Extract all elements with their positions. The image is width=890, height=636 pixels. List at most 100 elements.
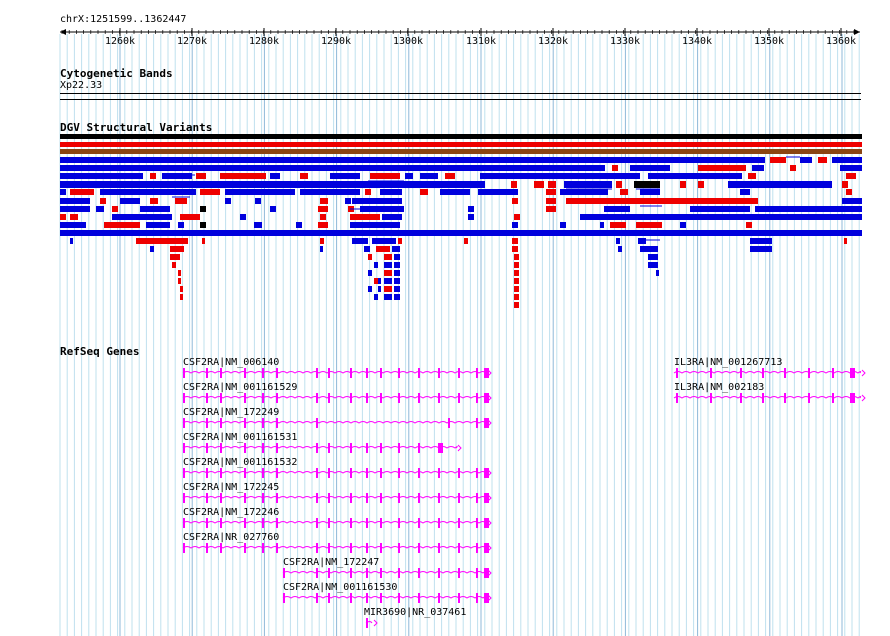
dgv-variant (560, 189, 608, 195)
gene-exon (350, 593, 352, 603)
dgv-variant (480, 173, 640, 179)
gene-label[interactable]: CSF2RA|NM_006140 (183, 357, 280, 368)
gene-exon (398, 393, 400, 403)
gene-exon (366, 593, 368, 603)
dgv-variant (180, 294, 183, 300)
dgv-variant (368, 254, 372, 260)
dgv-variant (534, 181, 544, 188)
dgv-variant (60, 173, 143, 179)
dgv-variant (560, 222, 566, 228)
dgv-variant (840, 165, 862, 171)
gene-intron (182, 396, 487, 399)
gene-exon (262, 393, 264, 403)
gene-exon (316, 543, 318, 553)
dgv-variant (638, 238, 646, 244)
dgv-variant (140, 206, 170, 212)
dgv-variant (548, 181, 556, 188)
gene-label[interactable]: CSF2RA|NM_172249 (183, 407, 280, 418)
gene-exon (438, 568, 440, 578)
dgv-variant (150, 173, 156, 179)
dgv-variant (420, 173, 438, 179)
gene-label[interactable]: CSF2RA|NM_172245 (183, 482, 280, 493)
gene-label[interactable]: CSF2RA|NM_001161531 (183, 432, 298, 443)
dgv-variant (640, 246, 658, 252)
gene-exon (206, 468, 208, 478)
dgv-variant (100, 198, 106, 204)
gene-label[interactable]: IL3RA|NM_002183 (674, 382, 765, 393)
dgv-variant (60, 149, 862, 154)
gene-label[interactable]: CSF2RA|NM_001161530 (283, 582, 398, 593)
gene-exon (398, 518, 400, 528)
gene-label[interactable]: CSF2RA|NR_027760 (183, 532, 280, 543)
ruler-scale[interactable]: 1260k 1270k 1280k 1290k 1300k 1310k 1320k 1330k… (0, 24, 890, 52)
cytoband-track-title: Cytogenetic Bands (60, 67, 173, 80)
gene-glyph (182, 418, 492, 428)
gene-exon (366, 493, 368, 503)
gene-exon (458, 568, 460, 578)
gene-glyph (182, 518, 492, 528)
gene-exon (183, 468, 185, 478)
gene-label[interactable]: MIR3690|NR_037461 (364, 607, 467, 618)
gene-exon (808, 368, 810, 378)
dgv-variant (352, 198, 402, 204)
dgv-variant (318, 206, 328, 212)
dgv-variant (698, 181, 704, 188)
gene-exon (484, 418, 489, 428)
dgv-variant (680, 222, 686, 228)
gene-label[interactable]: IL3RA|NM_001267713 (674, 357, 783, 368)
ruler-tick-label: 1350k (754, 36, 784, 47)
gene-exon (328, 443, 330, 453)
gene-exon (220, 543, 222, 553)
dgv-variant (70, 189, 94, 195)
gene-exon (276, 443, 278, 453)
gene-exon (476, 468, 478, 478)
dgv-variant (382, 214, 402, 220)
gene-label[interactable]: CSF2RA|NM_001161532 (183, 457, 298, 468)
gene-exon (244, 493, 246, 503)
gene-exon (476, 418, 478, 428)
dgv-variant (468, 214, 474, 220)
ruler-tick-label: 1260k (105, 36, 135, 47)
refseq-track-title: RefSeq Genes (60, 345, 140, 358)
gene-glyph (182, 468, 492, 478)
dgv-variant (612, 165, 618, 171)
ruler-tick-label: 1280k (249, 36, 279, 47)
gene-intron (182, 496, 487, 499)
dgv-variant (170, 246, 184, 252)
gene-exon (458, 593, 460, 603)
dgv-variant (350, 214, 380, 220)
dgv-variant (698, 165, 746, 171)
dgv-variant (478, 189, 518, 195)
gene-exon (262, 418, 264, 428)
gene-label[interactable]: CSF2RA|NM_001161529 (183, 382, 298, 393)
dgv-variant (384, 286, 392, 292)
gene-glyph (673, 393, 866, 403)
gene-label[interactable]: CSF2RA|NM_172247 (283, 557, 380, 568)
gene-strand-arrow (487, 369, 492, 377)
gene-label[interactable]: CSF2RA|NM_172246 (183, 507, 280, 518)
dgv-variant (394, 262, 400, 268)
dgv-variant (512, 222, 518, 228)
gene-exon (850, 393, 855, 403)
dgv-variant (844, 238, 847, 244)
gene-glyph (673, 368, 866, 378)
dgv-variant (374, 294, 378, 300)
gene-exon (438, 518, 440, 528)
dgv-variant (175, 198, 187, 204)
gene-exon (784, 393, 786, 403)
gene-exon (316, 593, 318, 603)
dgv-variant (464, 238, 468, 244)
gene-exon (350, 518, 352, 528)
gene-exon (262, 368, 264, 378)
dgv-variant (770, 157, 786, 163)
dgv-variant (384, 270, 392, 276)
dgv-variant (656, 270, 659, 276)
gene-glyph (182, 543, 492, 553)
gene-exon (476, 543, 478, 553)
dgv-variant (150, 246, 154, 252)
dgv-variant (620, 189, 628, 195)
dgv-variant (800, 157, 812, 163)
dgv-variant (384, 254, 392, 260)
